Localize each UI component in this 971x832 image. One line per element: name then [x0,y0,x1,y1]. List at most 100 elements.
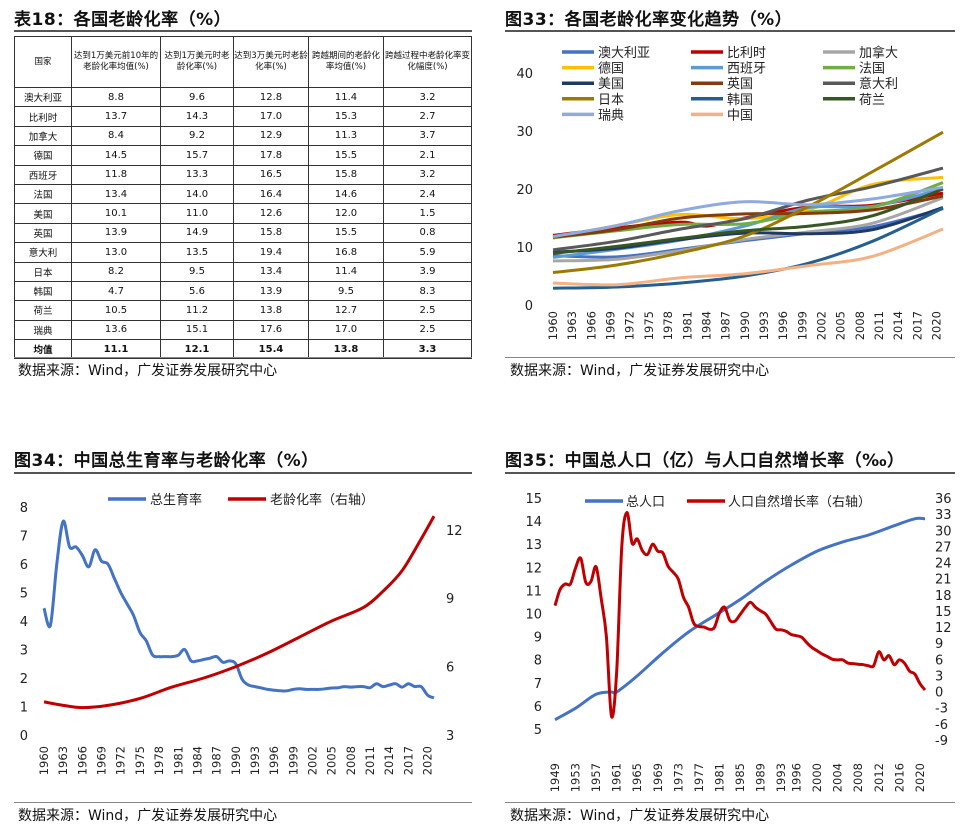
table-cell: 11.2 [160,300,234,321]
y-tick-label: 30 [516,125,533,140]
x-tick-label: 1999 [286,746,300,775]
table-average-row: 均值 11.1 12.1 15.4 13.8 3.3 [14,339,472,360]
table-header-cell: 达到3万美元时老龄化率(%) [233,36,309,88]
table-cell: 5.6 [160,280,234,302]
table-cell: 10.1 [71,203,161,224]
table-row-label: 德国 [14,145,72,166]
x-tick-label: 1961 [610,763,624,792]
y2-tick-label: 33 [935,508,952,523]
table-cell: 9.5 [160,261,234,282]
y2-tick-label: 18 [935,589,952,604]
x-tick-label: 2008 [853,311,867,340]
x-tick-label: 1969 [95,746,109,775]
x-tick-label: 1981 [680,311,694,340]
table-cell: 14.0 [160,183,234,205]
x-tick-label: 1972 [623,311,637,340]
table-row-label: 加拿大 [14,125,72,147]
table18-title: 表18：各国老龄化率（%） [14,10,232,30]
x-tick-label: 2002 [306,746,320,775]
x-tick-label: 1966 [75,746,89,775]
table-cell: 15.5 [308,222,384,244]
table-cell: 0.8 [383,222,472,244]
table18-title-rule [14,30,472,32]
table-row: 意大利 13.0 13.5 19.4 16.8 5.9 [14,242,472,263]
y-tick-label: 8 [20,501,28,516]
x-tick-label: 2004 [831,763,845,792]
x-tick-label: 1969 [604,311,618,340]
fig35-source: 数据来源：Wind，广发证券发展研究中心 [510,808,770,824]
y2-tick-label: 3 [935,669,943,684]
x-tick-label: 2008 [851,763,865,792]
table-row: 英国 13.9 14.9 15.8 15.5 0.8 [14,222,472,244]
table18-source: 数据来源：Wind，广发证券发展研究中心 [18,363,278,379]
series-line-人口自然增长率（右轴） [553,510,927,719]
x-tick-label: 2011 [363,746,377,775]
y2-tick-label: 3 [446,729,454,744]
x-tick-label: 2014 [382,746,396,775]
x-tick-label: 1969 [651,763,665,792]
table-cell: 13.9 [233,280,309,302]
table-row-label: 澳大利亚 [14,86,72,108]
fig34-bottom-rule [14,802,472,803]
table-cell: 12.1 [160,339,234,360]
table-cell: 9.2 [160,125,234,147]
legend-label: 中国 [727,108,753,123]
series-line-老龄化率（右轴） [43,515,436,710]
x-tick-label: 1963 [56,746,70,775]
table-cell: 13.4 [233,261,309,282]
series-line-英国 [552,194,944,239]
fig33-title-rule [505,30,955,32]
x-tick-label: 1957 [589,763,603,792]
x-tick-label: 2020 [913,763,927,792]
x-tick-label: 1953 [569,763,583,792]
legend-label: 西班牙 [727,62,766,77]
table-header-cell: 达到1万美元前10年的老龄化率均值(%) [71,36,161,88]
table-cell: 2.4 [383,183,472,205]
x-tick-label: 1993 [774,763,788,792]
x-tick-label: 1965 [630,763,644,792]
legend-label: 比利时 [727,46,766,61]
y-tick-label: 9 [534,631,542,646]
legend-label: 荷兰 [859,93,885,108]
fig34-source: 数据来源：Wind，广发证券发展研究中心 [18,808,278,824]
table-cell: 15.5 [308,145,384,166]
x-tick-label: 1987 [719,311,733,340]
table18-bottom-rule [14,357,472,358]
y-tick-label: 13 [525,538,542,553]
table-row: 德国 14.5 15.7 17.8 15.5 2.1 [14,145,472,166]
y2-tick-label: -3 [935,702,948,717]
legend-label: 澳大利亚 [598,45,650,61]
table-cell: 11.3 [308,125,384,147]
series-line-瑞典 [552,185,944,239]
series-line-荷兰 [552,187,944,255]
table-row-label: 英国 [14,222,72,244]
table-row-label: 西班牙 [14,164,72,185]
table-cell: 8.3 [383,280,472,302]
x-tick-label: 1984 [699,311,713,340]
fig34-title-rule [14,472,472,474]
table-row-label: 意大利 [14,242,72,263]
table-row: 荷兰 10.5 11.2 13.8 12.7 2.5 [14,300,472,321]
y-tick-label: 40 [516,67,533,82]
table-cell: 13.9 [71,222,161,244]
table-row-label: 荷兰 [14,300,72,321]
x-tick-label: 1981 [712,763,726,792]
series-line-日本 [552,130,944,274]
x-tick-label: 2020 [930,311,944,340]
y-tick-label: 0 [20,729,28,744]
table-cell: 12.8 [233,86,309,108]
y-tick-label: 11 [525,584,542,599]
y2-tick-label: 6 [446,661,454,676]
table-cell: 13.4 [71,183,161,205]
x-tick-label: 1972 [114,746,128,775]
y-tick-label: 5 [534,723,542,738]
fig33-source: 数据来源：Wind，广发证券发展研究中心 [510,363,770,379]
table-cell: 12.7 [308,300,384,321]
y2-tick-label: 12 [935,621,952,636]
table-cell: 12.9 [233,125,309,147]
y-tick-label: 12 [525,561,542,576]
y-tick-label: 2 [20,672,28,687]
fig33-chart: 0 10 20 30 40 1960 1963 1966 1969 1972 1975 1978 198… [516,45,944,340]
table-cell: 13.5 [160,242,234,263]
fig35-chart: 56789101112131415-9-6-303691215182124273… [525,492,952,792]
